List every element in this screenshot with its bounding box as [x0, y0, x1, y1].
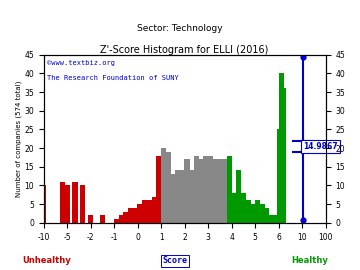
Bar [147, 200, 152, 223]
Bar [114, 219, 119, 223]
Bar [250, 204, 255, 223]
Bar [279, 73, 284, 223]
Bar [236, 170, 241, 223]
Bar [198, 159, 204, 223]
Bar [152, 197, 157, 223]
Bar [100, 215, 105, 223]
Bar [123, 212, 129, 223]
Text: Unhealthy: Unhealthy [22, 256, 71, 265]
Bar [170, 174, 175, 223]
Bar [264, 208, 269, 223]
Bar [222, 159, 227, 223]
Bar [184, 159, 190, 223]
Bar [203, 156, 208, 223]
Text: ©www.textbiz.org: ©www.textbiz.org [46, 60, 114, 66]
Bar [276, 129, 282, 223]
Bar [161, 148, 166, 223]
Text: Healthy: Healthy [291, 256, 328, 265]
Bar [156, 156, 161, 223]
Bar [246, 200, 251, 223]
Bar [60, 182, 65, 223]
Bar [213, 159, 218, 223]
Bar [217, 159, 222, 223]
Title: Z'-Score Histogram for ELLI (2016): Z'-Score Histogram for ELLI (2016) [100, 45, 269, 55]
Bar [231, 193, 237, 223]
Bar [128, 208, 133, 223]
Bar [72, 182, 78, 223]
Bar [180, 170, 185, 223]
Bar [260, 204, 265, 223]
Bar [41, 197, 46, 223]
Bar [119, 215, 124, 223]
Bar [138, 204, 143, 223]
Text: 14.9867: 14.9867 [303, 142, 338, 151]
Bar [88, 215, 93, 223]
Bar [142, 200, 147, 223]
Bar [80, 185, 85, 223]
Text: Score: Score [162, 256, 187, 265]
Text: Sector: Technology: Sector: Technology [137, 24, 223, 33]
Bar [189, 170, 194, 223]
Bar [227, 156, 232, 223]
Bar [65, 185, 70, 223]
Bar [255, 200, 260, 223]
Bar [166, 152, 171, 223]
Text: The Research Foundation of SUNY: The Research Foundation of SUNY [46, 75, 178, 81]
Bar [41, 185, 46, 223]
Bar [175, 170, 180, 223]
Bar [241, 193, 246, 223]
Bar [269, 215, 274, 223]
Bar [208, 156, 213, 223]
Y-axis label: Number of companies (574 total): Number of companies (574 total) [15, 80, 22, 197]
Bar [274, 215, 279, 223]
Bar [281, 88, 287, 223]
Bar [133, 208, 138, 223]
Bar [194, 156, 199, 223]
